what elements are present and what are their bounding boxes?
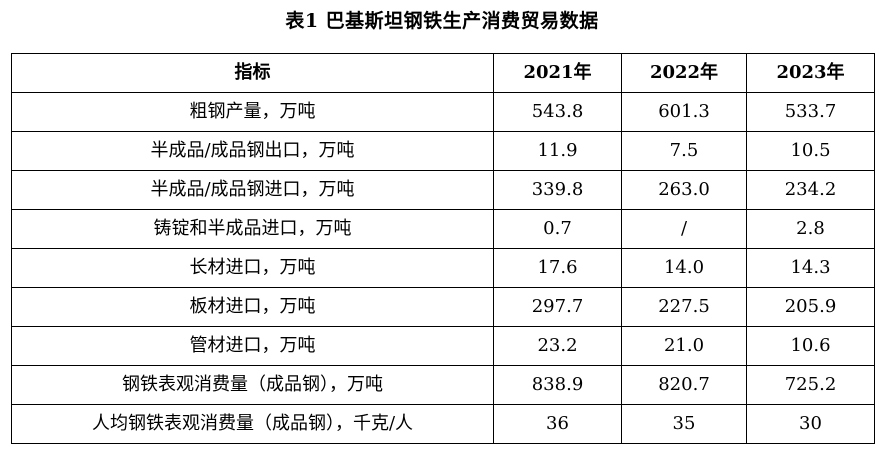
table-row: 人均钢铁表观消费量（成品钢），千克/人 36 35 30: [11, 404, 875, 444]
header-2021: 2021年: [493, 53, 622, 93]
table-row: 长材进口，万吨 17.6 14.0 14.3: [11, 248, 875, 288]
row-label: 板材进口，万吨: [11, 287, 494, 327]
header-indicator: 指标: [11, 53, 494, 93]
header-2023: 2023年: [746, 53, 875, 93]
cell-2023: 725.2: [746, 365, 875, 405]
row-label: 粗钢产量，万吨: [11, 92, 494, 132]
table-title: 表1 巴基斯坦钢铁生产消费贸易数据: [285, 10, 599, 32]
cell-2021: 543.8: [493, 92, 622, 132]
cell-2023: 14.3: [746, 248, 875, 288]
row-label: 铸锭和半成品进口，万吨: [11, 209, 494, 249]
cell-2022: 263.0: [621, 170, 747, 210]
table-row: 粗钢产量，万吨 543.8 601.3 533.7: [11, 92, 875, 132]
cell-2023: 30: [746, 404, 875, 444]
table-row: 半成品/成品钢出口，万吨 11.9 7.5 10.5: [11, 131, 875, 171]
table-row: 铸锭和半成品进口，万吨 0.7 / 2.8: [11, 209, 875, 249]
row-label: 半成品/成品钢进口，万吨: [11, 170, 494, 210]
table-row: 钢铁表观消费量（成品钢），万吨 838.9 820.7 725.2: [11, 365, 875, 405]
cell-2023: 533.7: [746, 92, 875, 132]
cell-2022: 14.0: [621, 248, 747, 288]
cell-2022: /: [621, 209, 747, 249]
cell-2021: 11.9: [493, 131, 622, 171]
cell-2021: 838.9: [493, 365, 622, 405]
cell-2022: 21.0: [621, 326, 747, 366]
cell-2021: 297.7: [493, 287, 622, 327]
cell-2022: 820.7: [621, 365, 747, 405]
cell-2023: 205.9: [746, 287, 875, 327]
steel-data-table: 指标 2021年 2022年 2023年 粗钢产量，万吨 543.8 601.3…: [11, 53, 875, 444]
table-header-row: 指标 2021年 2022年 2023年: [11, 53, 875, 93]
table-row: 管材进口，万吨 23.2 21.0 10.6: [11, 326, 875, 366]
row-label: 半成品/成品钢出口，万吨: [11, 131, 494, 171]
cell-2021: 339.8: [493, 170, 622, 210]
cell-2023: 10.6: [746, 326, 875, 366]
cell-2022: 7.5: [621, 131, 747, 171]
table-row: 板材进口，万吨 297.7 227.5 205.9: [11, 287, 875, 327]
cell-2021: 0.7: [493, 209, 622, 249]
row-label: 长材进口，万吨: [11, 248, 494, 288]
cell-2021: 17.6: [493, 248, 622, 288]
header-2022: 2022年: [621, 53, 747, 93]
cell-2023: 234.2: [746, 170, 875, 210]
row-label: 管材进口，万吨: [11, 326, 494, 366]
row-label: 钢铁表观消费量（成品钢），万吨: [11, 365, 494, 405]
cell-2022: 601.3: [621, 92, 747, 132]
cell-2023: 2.8: [746, 209, 875, 249]
cell-2023: 10.5: [746, 131, 875, 171]
table-row: 半成品/成品钢进口，万吨 339.8 263.0 234.2: [11, 170, 875, 210]
row-label: 人均钢铁表观消费量（成品钢），千克/人: [11, 404, 494, 444]
cell-2021: 36: [493, 404, 622, 444]
cell-2022: 227.5: [621, 287, 747, 327]
cell-2021: 23.2: [493, 326, 622, 366]
cell-2022: 35: [621, 404, 747, 444]
